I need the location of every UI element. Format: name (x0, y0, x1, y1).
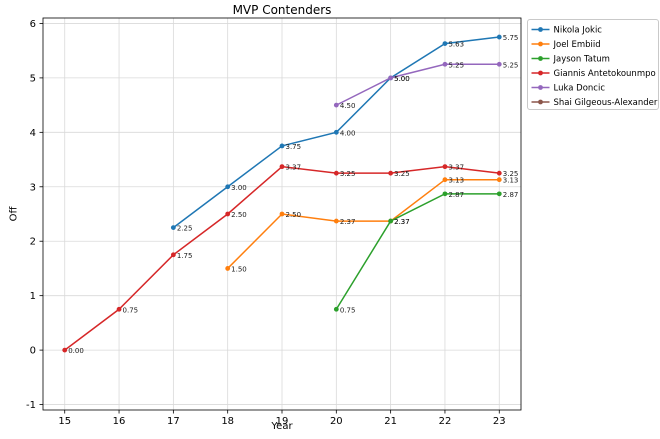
legend-marker-sample (538, 27, 543, 32)
data-point-nikola-jokic (279, 143, 285, 149)
point-label-nikola-jokic: 3.00 (231, 184, 247, 192)
data-point-joel-embiid (279, 211, 285, 217)
point-label-joel-embiid: 2.37 (394, 218, 410, 226)
data-point-luka-doncic (442, 61, 448, 67)
data-point-joel-embiid (442, 177, 448, 183)
x-tick-label: 21 (384, 416, 397, 427)
data-point-giannis-antetokounmpo (225, 211, 231, 217)
point-label-giannis-antetokounmpo: 0.75 (123, 306, 139, 314)
x-axis-label: Year (271, 421, 293, 432)
legend-box (527, 19, 659, 110)
x-tick-label: 20 (330, 416, 343, 427)
legend-item-nikola-jokic: Nikola Jokic (554, 26, 603, 36)
point-label-nikola-jokic: 3.75 (286, 143, 302, 151)
data-point-joel-embiid (225, 266, 231, 271)
data-point-giannis-antetokounmpo (62, 347, 68, 353)
series-line-luka-doncic (335, 63, 500, 106)
legend-item-joel-embiid: Joel Embiid (553, 40, 601, 50)
data-point-giannis-antetokounmpo (116, 306, 122, 312)
y-axis-label: Off (8, 206, 20, 222)
data-point-giannis-antetokounmpo (496, 170, 502, 176)
point-label-nikola-jokic: 5.63 (448, 41, 464, 49)
x-tick-label: 18 (221, 416, 234, 427)
y-tick-label: 1 (30, 291, 36, 302)
x-tick-label: 23 (493, 416, 506, 427)
point-label-joel-embiid: 1.50 (231, 265, 247, 273)
data-point-luka-doncic (496, 61, 502, 67)
point-label-giannis-antetokounmpo: 3.25 (503, 170, 519, 178)
point-label-giannis-antetokounmpo: 3.37 (448, 164, 464, 172)
legend-marker-sample (538, 70, 543, 76)
series-line-jayson-tatum (335, 193, 500, 310)
x-tick-label: 22 (439, 416, 452, 427)
chart-title: MVP Contenders (232, 3, 332, 17)
data-point-giannis-antetokounmpo (170, 252, 176, 258)
data-point-giannis-antetokounmpo (279, 164, 285, 170)
data-point-luka-doncic (388, 75, 394, 81)
y-tick-label: 2 (30, 237, 36, 248)
point-label-luka-doncic: 5.25 (448, 61, 464, 69)
point-label-luka-doncic: 4.50 (340, 102, 356, 110)
point-label-giannis-antetokounmpo: 3.25 (394, 170, 410, 178)
x-tick-label: 17 (167, 416, 180, 427)
y-tick-label: -1 (26, 400, 36, 411)
data-point-nikola-jokic (225, 184, 231, 190)
x-tick-label: 15 (58, 416, 71, 427)
point-label-nikola-jokic: 5.00 (394, 75, 410, 83)
data-point-nikola-jokic (442, 41, 448, 46)
point-label-giannis-antetokounmpo: 3.37 (286, 164, 302, 172)
data-point-jayson-tatum (496, 191, 502, 197)
data-point-giannis-antetokounmpo (333, 170, 339, 176)
point-label-nikola-jokic: 5.75 (503, 34, 519, 42)
point-label-jayson-tatum: 2.87 (503, 191, 519, 199)
point-label-giannis-antetokounmpo: 3.25 (340, 170, 356, 178)
point-label-giannis-antetokounmpo: 0.00 (68, 347, 84, 355)
point-label-joel-embiid: 2.37 (340, 218, 356, 226)
data-point-jayson-tatum (442, 191, 448, 197)
data-point-jayson-tatum (388, 218, 394, 224)
point-label-jayson-tatum: 2.37 (394, 218, 410, 226)
y-tick-label: 3 (30, 182, 36, 193)
data-point-jayson-tatum (333, 306, 339, 312)
y-tick-label: 4 (30, 128, 36, 139)
x-tick-label: 19 (276, 416, 289, 427)
point-label-giannis-antetokounmpo: 2.50 (231, 211, 247, 219)
data-point-nikola-jokic (333, 129, 339, 135)
legend-item-jayson-tatum: Jayson Tatum (553, 55, 610, 65)
data-point-giannis-antetokounmpo (388, 170, 394, 176)
legend-item-luka-doncic: Luka Doncic (554, 84, 606, 94)
point-label-nikola-jokic: 2.25 (177, 225, 193, 233)
point-label-giannis-antetokounmpo: 1.75 (177, 252, 193, 260)
point-label-jayson-tatum: 0.75 (340, 306, 356, 314)
data-point-nikola-jokic (496, 34, 502, 40)
legend-marker-sample (538, 41, 543, 47)
legend-marker-sample (538, 99, 543, 105)
y-tick-label: 5 (30, 73, 36, 84)
data-point-joel-embiid (333, 218, 339, 224)
point-label-jayson-tatum: 2.87 (448, 191, 464, 199)
point-label-nikola-jokic: 4.00 (340, 129, 356, 137)
point-label-luka-doncic: 5.25 (503, 61, 519, 69)
data-point-nikola-jokic (170, 225, 176, 231)
y-tick-label: 6 (30, 19, 36, 30)
point-label-joel-embiid: 2.50 (286, 211, 302, 219)
legend-item-shai-gilgeous-alexander: Shai Gilgeous-Alexander (554, 98, 658, 108)
point-label-luka-doncic: 5.00 (394, 75, 410, 83)
data-point-joel-embiid (496, 177, 502, 183)
y-tick-label: 0 (30, 346, 36, 357)
series-line-joel-embiid (227, 178, 500, 269)
x-tick-label: 16 (113, 416, 126, 427)
legend-marker-sample (538, 85, 543, 90)
point-label-joel-embiid: 3.13 (448, 177, 464, 185)
data-point-luka-doncic (333, 102, 339, 108)
legend-marker-sample (538, 56, 543, 61)
data-point-giannis-antetokounmpo (442, 164, 448, 170)
point-label-joel-embiid: 3.13 (503, 177, 519, 185)
legend-item-giannis-antetokounmpo: Giannis Antetokounmpo (554, 69, 656, 79)
